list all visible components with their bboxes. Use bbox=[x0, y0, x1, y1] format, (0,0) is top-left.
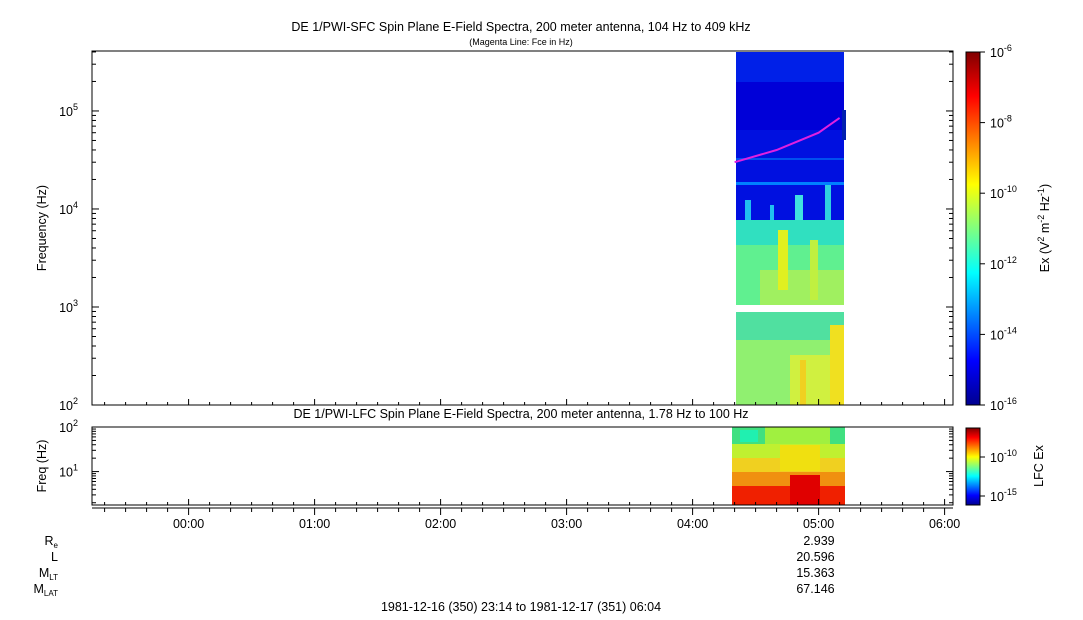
time-range-footer: 1981-12-16 (350) 23:14 to 1981-12-17 (35… bbox=[381, 600, 661, 614]
bottom-colorbar: 10-10 10-15 LFC Ex bbox=[965, 427, 1046, 506]
ephemeris-label: MLT bbox=[39, 566, 58, 582]
top-colorbar-label: Ex (V2 m-2 Hz-1) bbox=[1036, 184, 1052, 272]
top-panel-frame bbox=[91, 50, 954, 406]
top-colorbar-tick-label: 10-12 bbox=[990, 255, 1017, 272]
bottom-y-tick-label: 101 bbox=[59, 463, 78, 480]
bottom-panel-frame bbox=[91, 426, 954, 506]
bottom-colorbar-tick-label: 10-15 bbox=[990, 487, 1017, 504]
top-y-tick-label: 104 bbox=[59, 200, 78, 217]
top-y-tick-label: 105 bbox=[59, 102, 78, 119]
top-panel-subtitle: (Magenta Line: Fce in Hz) bbox=[469, 37, 573, 47]
top-colorbar-tick-label: 10-10 bbox=[990, 184, 1017, 201]
bottom-panel-y-axis: 101 102 bbox=[59, 418, 953, 504]
top-spectrogram-panel: 102 103 104 105 Frequency (Hz) bbox=[35, 50, 954, 413]
top-panel-y-label: Frequency (Hz) bbox=[35, 185, 49, 271]
time-tick-label: 03:00 bbox=[551, 517, 582, 531]
time-tick-label: 04:00 bbox=[677, 517, 708, 531]
top-panel-title: DE 1/PWI-SFC Spin Plane E-Field Spectra,… bbox=[291, 20, 750, 34]
bottom-spectrogram-image bbox=[732, 427, 845, 505]
time-tick-label: 00:00 bbox=[173, 517, 204, 531]
bottom-y-tick-label: 102 bbox=[59, 418, 78, 435]
time-tick-label: 01:00 bbox=[299, 517, 330, 531]
top-colorbar: 10-6 10-8 10-10 10-12 10-14 10-16 Ex (V2 m-2 … bbox=[965, 43, 1052, 413]
time-axis: 00:00 01:00 02:00 03:00 04:00 05:00 06:00 bbox=[92, 399, 960, 531]
bottom-panel-y-label: Freq (Hz) bbox=[35, 440, 49, 493]
ephemeris-label: L bbox=[51, 550, 58, 564]
ephemeris-label: MLAT bbox=[34, 582, 59, 598]
time-tick-label: 05:00 bbox=[803, 517, 834, 531]
top-colorbar-tick-label: 10-8 bbox=[990, 114, 1012, 131]
time-tick-label: 02:00 bbox=[425, 517, 456, 531]
fce-magenta-line bbox=[734, 117, 841, 164]
bottom-colorbar-label: LFC Ex bbox=[1032, 444, 1046, 486]
bottom-colorbar-tick-label: 10-10 bbox=[990, 448, 1017, 465]
top-colorbar-tick-label: 10-6 bbox=[990, 43, 1012, 60]
top-spectrogram-image bbox=[736, 52, 846, 405]
ephemeris-value: 15.363 bbox=[796, 566, 834, 580]
bottom-spectrogram-panel: 101 102 Freq (Hz) bbox=[35, 418, 954, 506]
top-panel-y-axis: 102 103 104 105 bbox=[59, 51, 953, 413]
top-colorbar-tick-label: 10-14 bbox=[990, 325, 1017, 342]
ephemeris-label: Re bbox=[45, 534, 59, 550]
top-colorbar-tick-label: 10-16 bbox=[990, 396, 1017, 413]
top-y-tick-label: 102 bbox=[59, 396, 78, 413]
ephemeris-value: 2.939 bbox=[803, 534, 834, 548]
bottom-panel-title: DE 1/PWI-LFC Spin Plane E-Field Spectra,… bbox=[293, 407, 748, 421]
ephemeris-value: 20.596 bbox=[796, 550, 834, 564]
ephemeris-value: 67.146 bbox=[796, 582, 834, 596]
time-tick-label: 06:00 bbox=[929, 517, 960, 531]
top-y-tick-label: 103 bbox=[59, 298, 78, 315]
